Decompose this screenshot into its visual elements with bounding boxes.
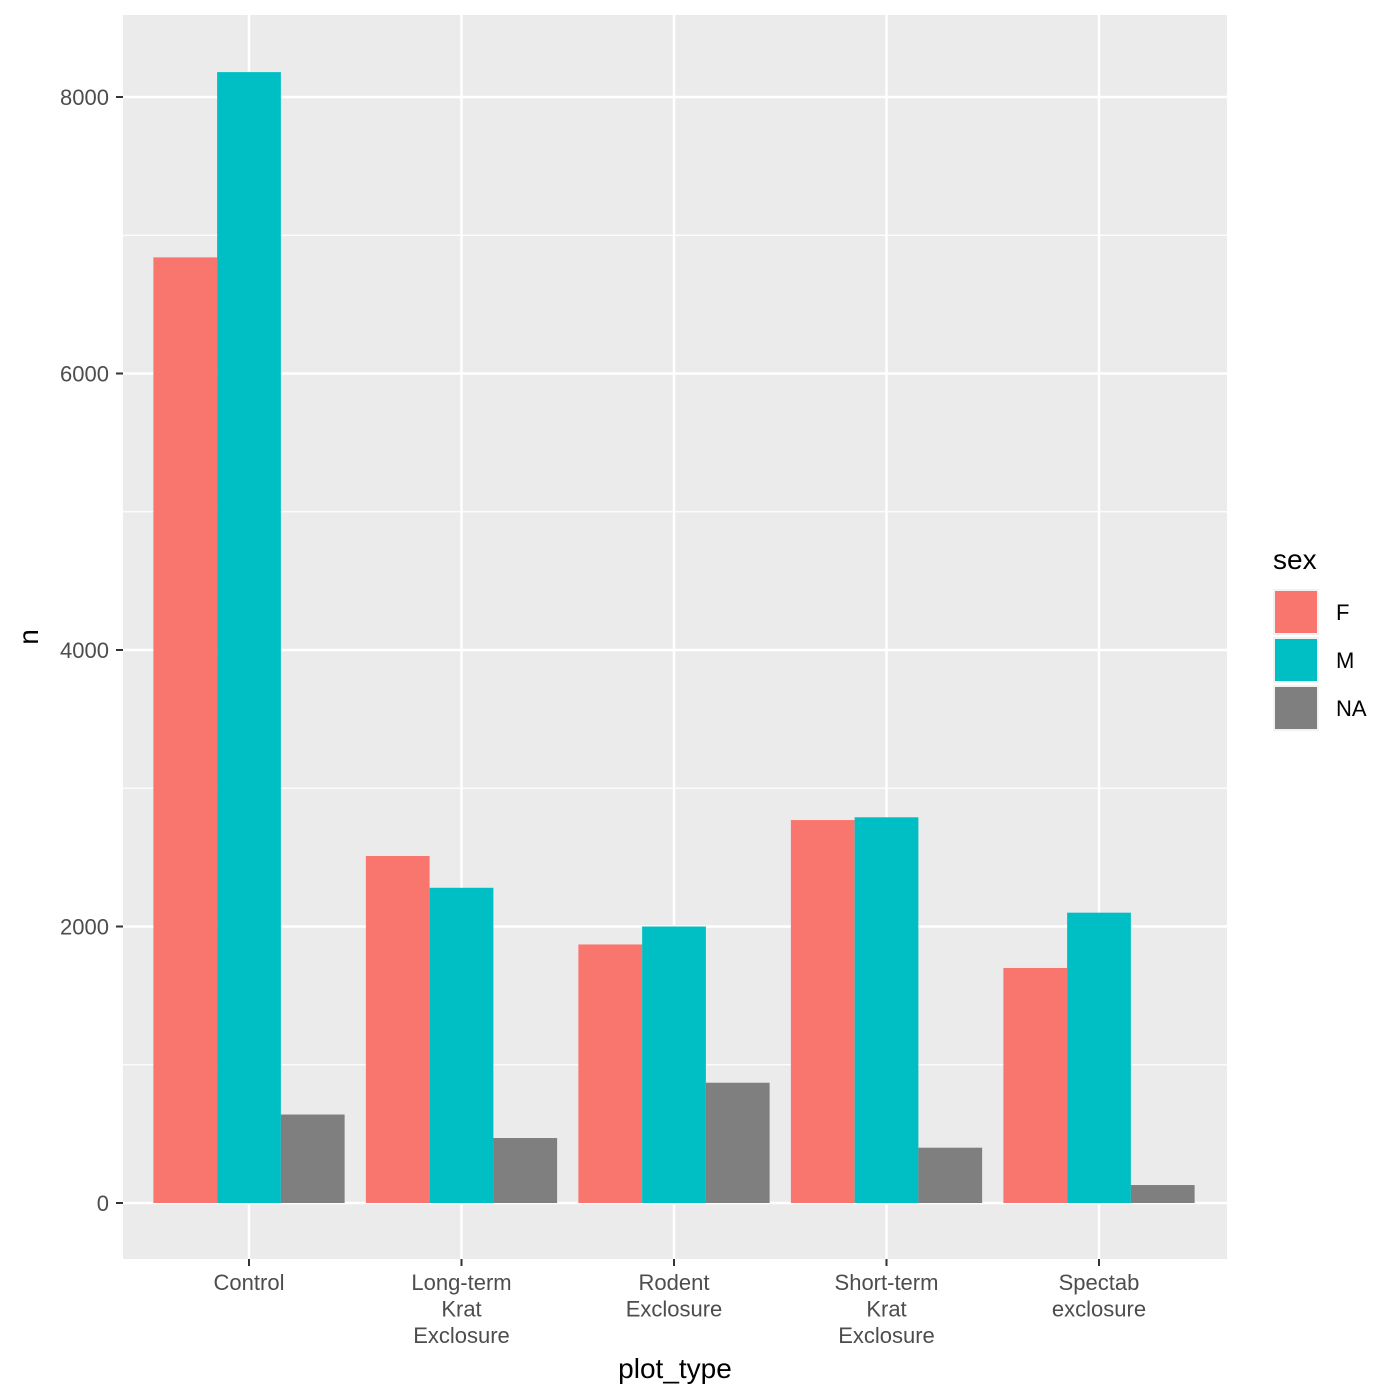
x-tick-label: Rodent Exclosure: [626, 1270, 723, 1322]
x-axis: Control Long-term Krat Exclosure Rodent Exclo…: [214, 1259, 1146, 1348]
bar-m: [1067, 912, 1131, 1203]
bars: [153, 72, 1195, 1204]
x-tick-label: Spectab exclosure: [1052, 1270, 1146, 1322]
x-tick-label: Long-term Krat Exclosure: [411, 1270, 511, 1348]
bar-na: [493, 1138, 558, 1203]
bar-m: [429, 887, 494, 1203]
legend-title: sex: [1273, 544, 1317, 575]
x-tick-label: Control: [214, 1270, 285, 1295]
y-tick-label: 6000: [60, 362, 109, 387]
x-axis-title: plot_type: [618, 1353, 732, 1384]
bar-m: [217, 72, 281, 1204]
y-axis-title: n: [13, 629, 44, 645]
legend-key-f: [1275, 591, 1317, 633]
bar-na: [918, 1147, 983, 1203]
bar-f: [790, 820, 855, 1203]
bar-f: [1003, 967, 1068, 1203]
legend-label: NA: [1336, 696, 1367, 721]
bar-na: [705, 1082, 770, 1203]
y-axis: 0 2000 4000 6000 8000: [60, 85, 123, 1216]
legend-label: F: [1336, 600, 1349, 625]
bar-m: [642, 926, 706, 1203]
legend-key-m: [1275, 639, 1317, 681]
legend: sex FM NA: [1273, 544, 1367, 731]
y-tick-label: 2000: [60, 915, 109, 940]
legend-label: M: [1336, 648, 1354, 673]
bar-na: [1130, 1185, 1195, 1203]
y-tick-label: 8000: [60, 85, 109, 110]
bar-f: [365, 855, 430, 1203]
bar-f: [153, 257, 218, 1203]
bar-f: [578, 944, 643, 1203]
x-tick-label: Short-term Krat Exclosure: [835, 1270, 939, 1348]
bar-m: [854, 817, 919, 1203]
legend-key-na: [1275, 687, 1317, 729]
y-tick-label: 4000: [60, 638, 109, 663]
bar-na: [280, 1114, 345, 1203]
y-tick-label: 0: [97, 1191, 109, 1216]
